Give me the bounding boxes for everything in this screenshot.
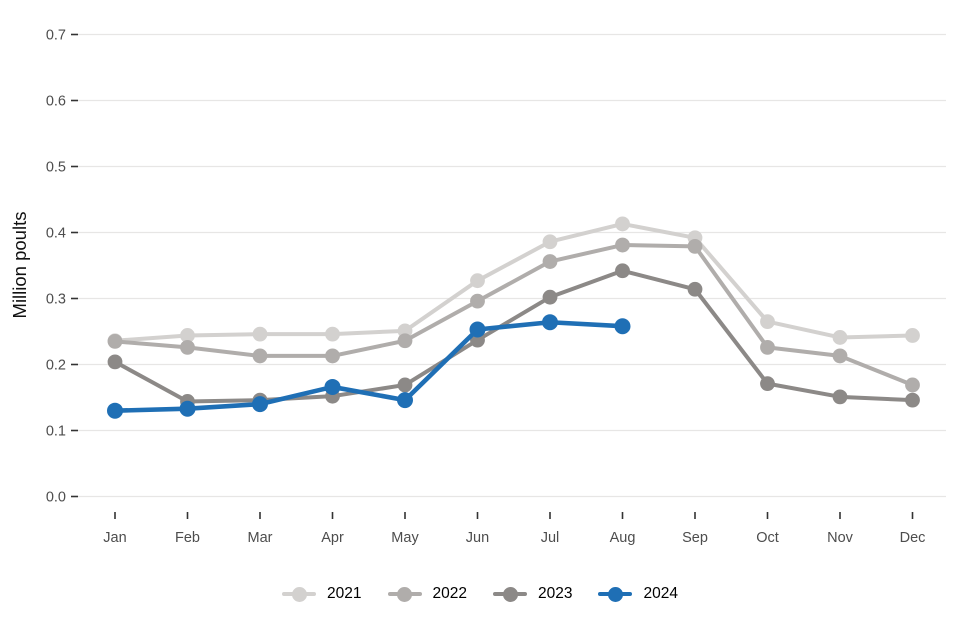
gridlines	[78, 33, 946, 498]
data-point-2024	[614, 318, 631, 335]
legend-line-dot-icon	[493, 586, 527, 602]
data-point-2023	[832, 389, 848, 405]
data-point-2022	[107, 334, 123, 349]
legend-label-2023: 2023	[538, 585, 573, 603]
data-point-2024	[179, 400, 196, 417]
series-layer	[107, 216, 920, 419]
y-tick-label: 0.2	[46, 358, 66, 374]
data-point-2022	[325, 348, 340, 364]
data-point-2024	[397, 392, 413, 409]
y-axis-ticks: 0.0 0.1 0.2 0.3 0.4 0.5 0.6 0.7	[46, 28, 78, 506]
data-point-2022	[542, 254, 558, 269]
data-point-2023	[905, 392, 920, 408]
data-point-2022	[905, 377, 920, 393]
data-point-2023	[397, 377, 413, 393]
data-point-2022	[252, 348, 268, 364]
y-tick-label: 0.7	[46, 28, 66, 44]
y-tick-label: 0.5	[46, 160, 66, 176]
data-point-2022	[760, 339, 775, 355]
legend-item-2021: 2021	[282, 585, 362, 603]
data-point-2021	[832, 330, 848, 345]
legend-item-2024: 2024	[598, 585, 678, 603]
x-tick-label: Oct	[756, 530, 779, 546]
x-tick-label: Nov	[827, 530, 854, 546]
legend-label-2021: 2021	[327, 585, 362, 603]
series-line-2023	[113, 268, 915, 404]
x-tick-label: Mar	[248, 530, 273, 546]
data-point-2024	[469, 321, 486, 338]
x-tick-label: Jun	[466, 530, 489, 546]
legend-line-dot-icon	[598, 586, 633, 602]
data-point-2021	[325, 326, 340, 342]
data-point-2022	[180, 339, 195, 355]
data-point-2021	[760, 314, 775, 329]
x-tick-label: May	[391, 530, 419, 546]
data-point-2021	[180, 328, 195, 343]
y-tick-label: 0.0	[46, 490, 66, 506]
x-tick-label: Apr	[321, 530, 344, 546]
x-tick-label: Dec	[900, 530, 926, 546]
y-tick-label: 0.1	[46, 424, 66, 440]
x-axis-ticks: Jan Feb Mar Apr May Jun Jul Aug Sep Oct Nov Dec	[103, 512, 925, 546]
data-point-2024	[107, 402, 123, 419]
data-point-2022	[615, 237, 630, 253]
data-point-2023	[542, 289, 558, 305]
x-tick-label: Jan	[103, 530, 126, 546]
data-point-2022	[397, 333, 413, 349]
x-tick-label: Jul	[541, 530, 560, 546]
data-point-2021	[542, 234, 558, 250]
legend-label-2024: 2024	[643, 585, 678, 603]
data-point-2021	[615, 216, 630, 232]
legend-item-2022: 2022	[387, 585, 467, 603]
data-point-2024	[252, 396, 268, 413]
data-point-2022	[832, 348, 848, 364]
x-tick-label: Sep	[682, 530, 708, 546]
y-tick-label: 0.4	[46, 226, 66, 242]
data-point-2022	[687, 238, 703, 254]
data-point-2021	[470, 273, 485, 289]
data-point-2022	[470, 293, 485, 309]
data-point-2023	[615, 263, 630, 279]
y-tick-label: 0.6	[46, 94, 66, 110]
legend-line-dot-icon	[387, 586, 422, 602]
data-point-2024	[542, 314, 558, 331]
legend-line-dot-icon	[282, 586, 317, 602]
series-line-2022	[113, 243, 915, 387]
data-point-2021	[905, 328, 920, 343]
data-point-2024	[324, 378, 341, 395]
y-tick-label: 0.3	[46, 292, 66, 308]
series-line-2024	[112, 319, 625, 414]
legend: 2021 2022 2023 2024	[0, 586, 960, 602]
legend-item-2023: 2023	[493, 586, 572, 602]
series-line-2021	[113, 221, 915, 343]
data-point-2023	[760, 376, 775, 392]
legend-label-2022: 2022	[432, 585, 467, 603]
data-point-2023	[107, 354, 123, 370]
x-tick-label: Feb	[175, 530, 200, 546]
data-point-2023	[687, 281, 703, 297]
data-point-2021	[252, 326, 268, 342]
x-tick-label: Aug	[610, 530, 636, 546]
y-axis-title: Million poults	[9, 212, 30, 319]
